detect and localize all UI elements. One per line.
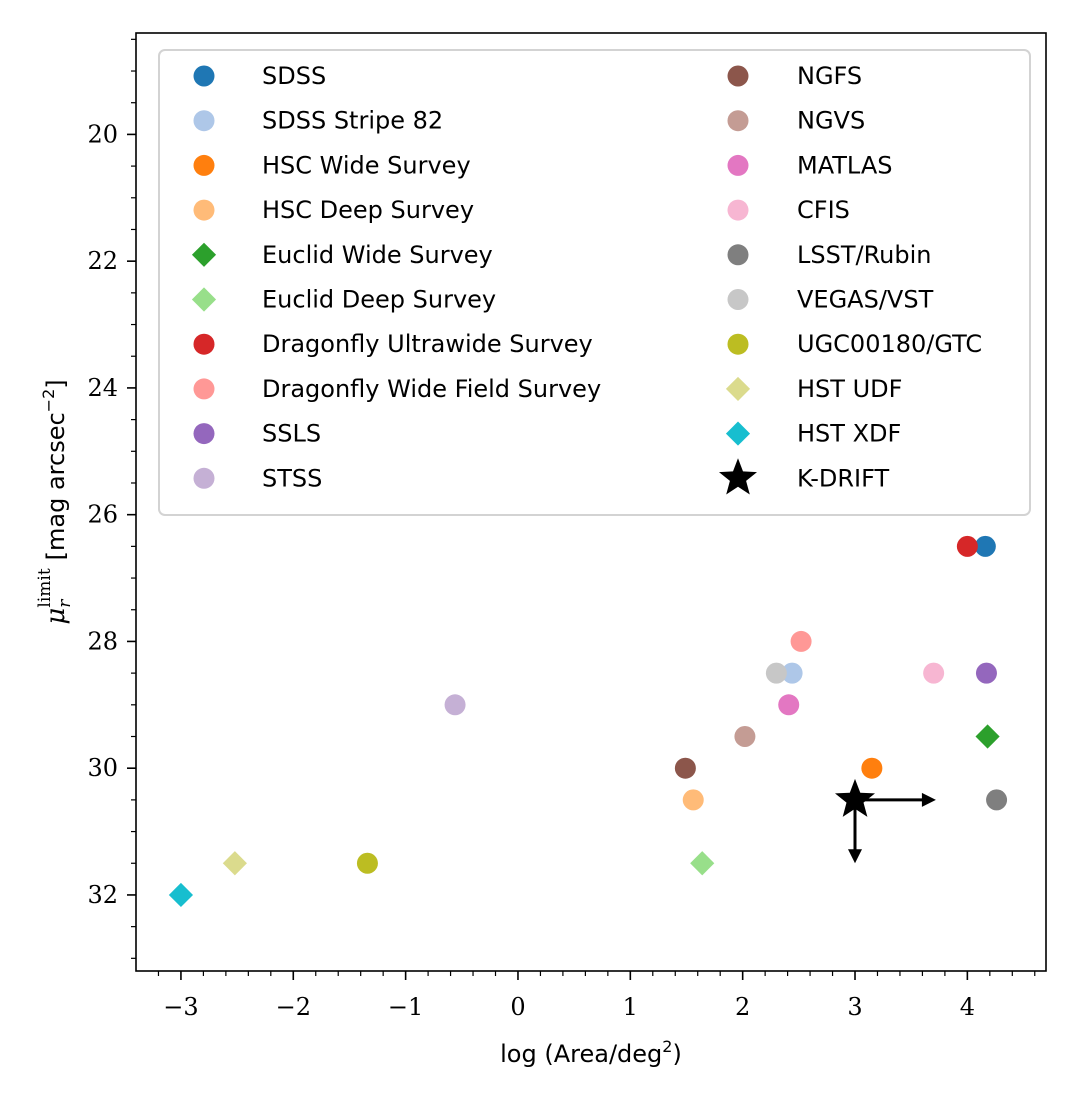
legend-marker-dragonfly-wide-field-survey xyxy=(193,378,215,400)
legend-marker-lsst-rubin xyxy=(727,244,749,266)
point-cfis xyxy=(923,662,945,684)
x-axis-label: log (Area/deg2) xyxy=(500,1037,682,1068)
point-ngvs xyxy=(734,726,756,747)
point-euclid-deep-survey xyxy=(690,851,715,876)
y-tick-label: 26 xyxy=(87,501,118,529)
legend-label-cfis: CFIS xyxy=(797,196,850,224)
arrow-down-head xyxy=(848,849,863,864)
legend-label-euclid-deep-survey: Euclid Deep Survey xyxy=(262,286,496,314)
legend-marker-dragonfly-ultrawide-survey xyxy=(193,333,215,355)
point-hsc-deep-survey xyxy=(682,789,704,811)
y-tick-label: 20 xyxy=(87,120,118,148)
x-axis-label-end: ) xyxy=(672,1040,681,1068)
legend-marker-euclid-deep-survey xyxy=(191,287,217,312)
legend-label-sdss: SDSS xyxy=(262,62,326,90)
y-axis-label-subscript: r xyxy=(55,599,75,608)
y-axis-label: μrlimit [mag arcsec−2] xyxy=(35,379,75,624)
point-ssls xyxy=(975,662,997,684)
point-sdss-stripe-82 xyxy=(781,662,803,684)
point-ugc00180-gtc xyxy=(356,852,378,874)
legend-label-sdss-stripe-82: SDSS Stripe 82 xyxy=(262,107,443,135)
legend-marker-matlas xyxy=(727,154,749,176)
point-hst-xdf xyxy=(168,882,194,908)
point-euclid-wide-survey xyxy=(975,724,1000,749)
legend-label-hst-udf: HST UDF xyxy=(797,375,902,403)
legend-label-ssls: SSLS xyxy=(262,420,321,448)
legend-label-stss: STSS xyxy=(262,464,322,492)
point-matlas xyxy=(778,694,800,716)
y-axis-label-units-sup: −2 xyxy=(39,389,58,413)
x-tick-label: 1 xyxy=(623,993,638,1021)
legend-marker-stss xyxy=(193,467,215,489)
x-axis-label-sup: 2 xyxy=(662,1037,672,1056)
legend: SDSS SDSS Stripe 82 HSC Wide Survey HSC Dee… xyxy=(158,49,1031,516)
y-axis-label-superscript: limit xyxy=(35,568,55,607)
x-tick-label: 3 xyxy=(847,993,862,1021)
legend-marker-k-drift xyxy=(719,458,757,495)
legend-label-hsc-wide-survey: HSC Wide Survey xyxy=(262,151,471,179)
point-sdss xyxy=(974,535,996,557)
y-tick-label: 32 xyxy=(87,881,118,909)
legend-label-hsc-deep-survey: HSC Deep Survey xyxy=(262,196,474,224)
legend-label-ugc00180-gtc: UGC00180/GTC xyxy=(797,330,982,358)
legend-marker-hst-xdf xyxy=(725,421,751,446)
data-marks xyxy=(168,535,1008,908)
legend-label-ngvs: NGVS xyxy=(797,107,865,135)
point-vegas-vst xyxy=(765,662,787,684)
legend-marker-hsc-deep-survey xyxy=(193,199,215,221)
legend-label-dragonfly-wide-field-survey: Dragonfly Wide Field Survey xyxy=(262,375,601,403)
legend-label-euclid-wide-survey: Euclid Wide Survey xyxy=(262,241,493,269)
legend-label-vegas-vst: VEGAS/VST xyxy=(797,286,934,314)
x-tick-label: −1 xyxy=(388,993,423,1021)
point-dragonfly-ultrawide-survey xyxy=(956,535,978,557)
legend-marker-ngfs xyxy=(727,65,749,87)
y-tick-label: 22 xyxy=(87,247,118,275)
legend-frame xyxy=(158,49,1031,516)
legend-label-dragonfly-ultrawide-survey: Dragonfly Ultrawide Survey xyxy=(262,330,593,358)
legend-marker-cfis xyxy=(727,199,749,221)
point-stss xyxy=(444,694,466,716)
x-tick-label: −2 xyxy=(276,993,311,1021)
legend-label-k-drift: K-DRIFT xyxy=(797,464,889,492)
point-hst-udf xyxy=(222,851,247,876)
legend-marker-ssls xyxy=(193,423,215,445)
legend-marker-ugc00180-gtc xyxy=(727,333,749,355)
y-tick-label: 24 xyxy=(87,374,118,402)
y-axis-label-units: [mag arcsec xyxy=(42,412,70,560)
legend-label-ngfs: NGFS xyxy=(797,62,862,90)
y-axis-label-symbol: μ xyxy=(41,608,71,625)
point-k-drift xyxy=(835,778,875,817)
legend-marker-ngvs xyxy=(727,110,749,132)
legend-marker-vegas-vst xyxy=(727,289,749,310)
legend-marker-sdss-stripe-82 xyxy=(193,110,215,132)
legend-marker-hsc-wide-survey xyxy=(193,154,215,176)
x-tick-label: 0 xyxy=(510,993,525,1021)
legend-marker-hst-udf xyxy=(725,376,751,401)
x-tick-label: 4 xyxy=(960,993,975,1021)
legend-marker-sdss xyxy=(193,65,215,87)
legend-label-hst-xdf: HST XDF xyxy=(797,420,901,448)
legend-marker-euclid-wide-survey xyxy=(191,242,217,267)
arrow-right-head xyxy=(921,792,936,807)
point-lsst-rubin xyxy=(986,789,1008,811)
axis-ticks: −3 −2 −1 0 1 2 3 4 20 22 24 26 28 30 32 xyxy=(87,38,1036,1021)
x-axis-label-text: log (Area/deg xyxy=(500,1040,662,1068)
point-dragonfly-wide-field-survey xyxy=(790,630,812,652)
x-tick-label: −3 xyxy=(163,993,198,1021)
legend-label-matlas: MATLAS xyxy=(797,151,893,179)
legend-label-lsst-rubin: LSST/Rubin xyxy=(797,241,932,269)
plot-frame xyxy=(135,32,1047,972)
y-tick-label: 30 xyxy=(87,754,118,782)
x-tick-label: 2 xyxy=(735,993,750,1021)
point-hsc-wide-survey xyxy=(861,757,883,779)
y-tick-label: 28 xyxy=(87,627,118,655)
y-axis-label-units-end: ] xyxy=(42,379,70,388)
point-ngfs xyxy=(674,757,696,779)
